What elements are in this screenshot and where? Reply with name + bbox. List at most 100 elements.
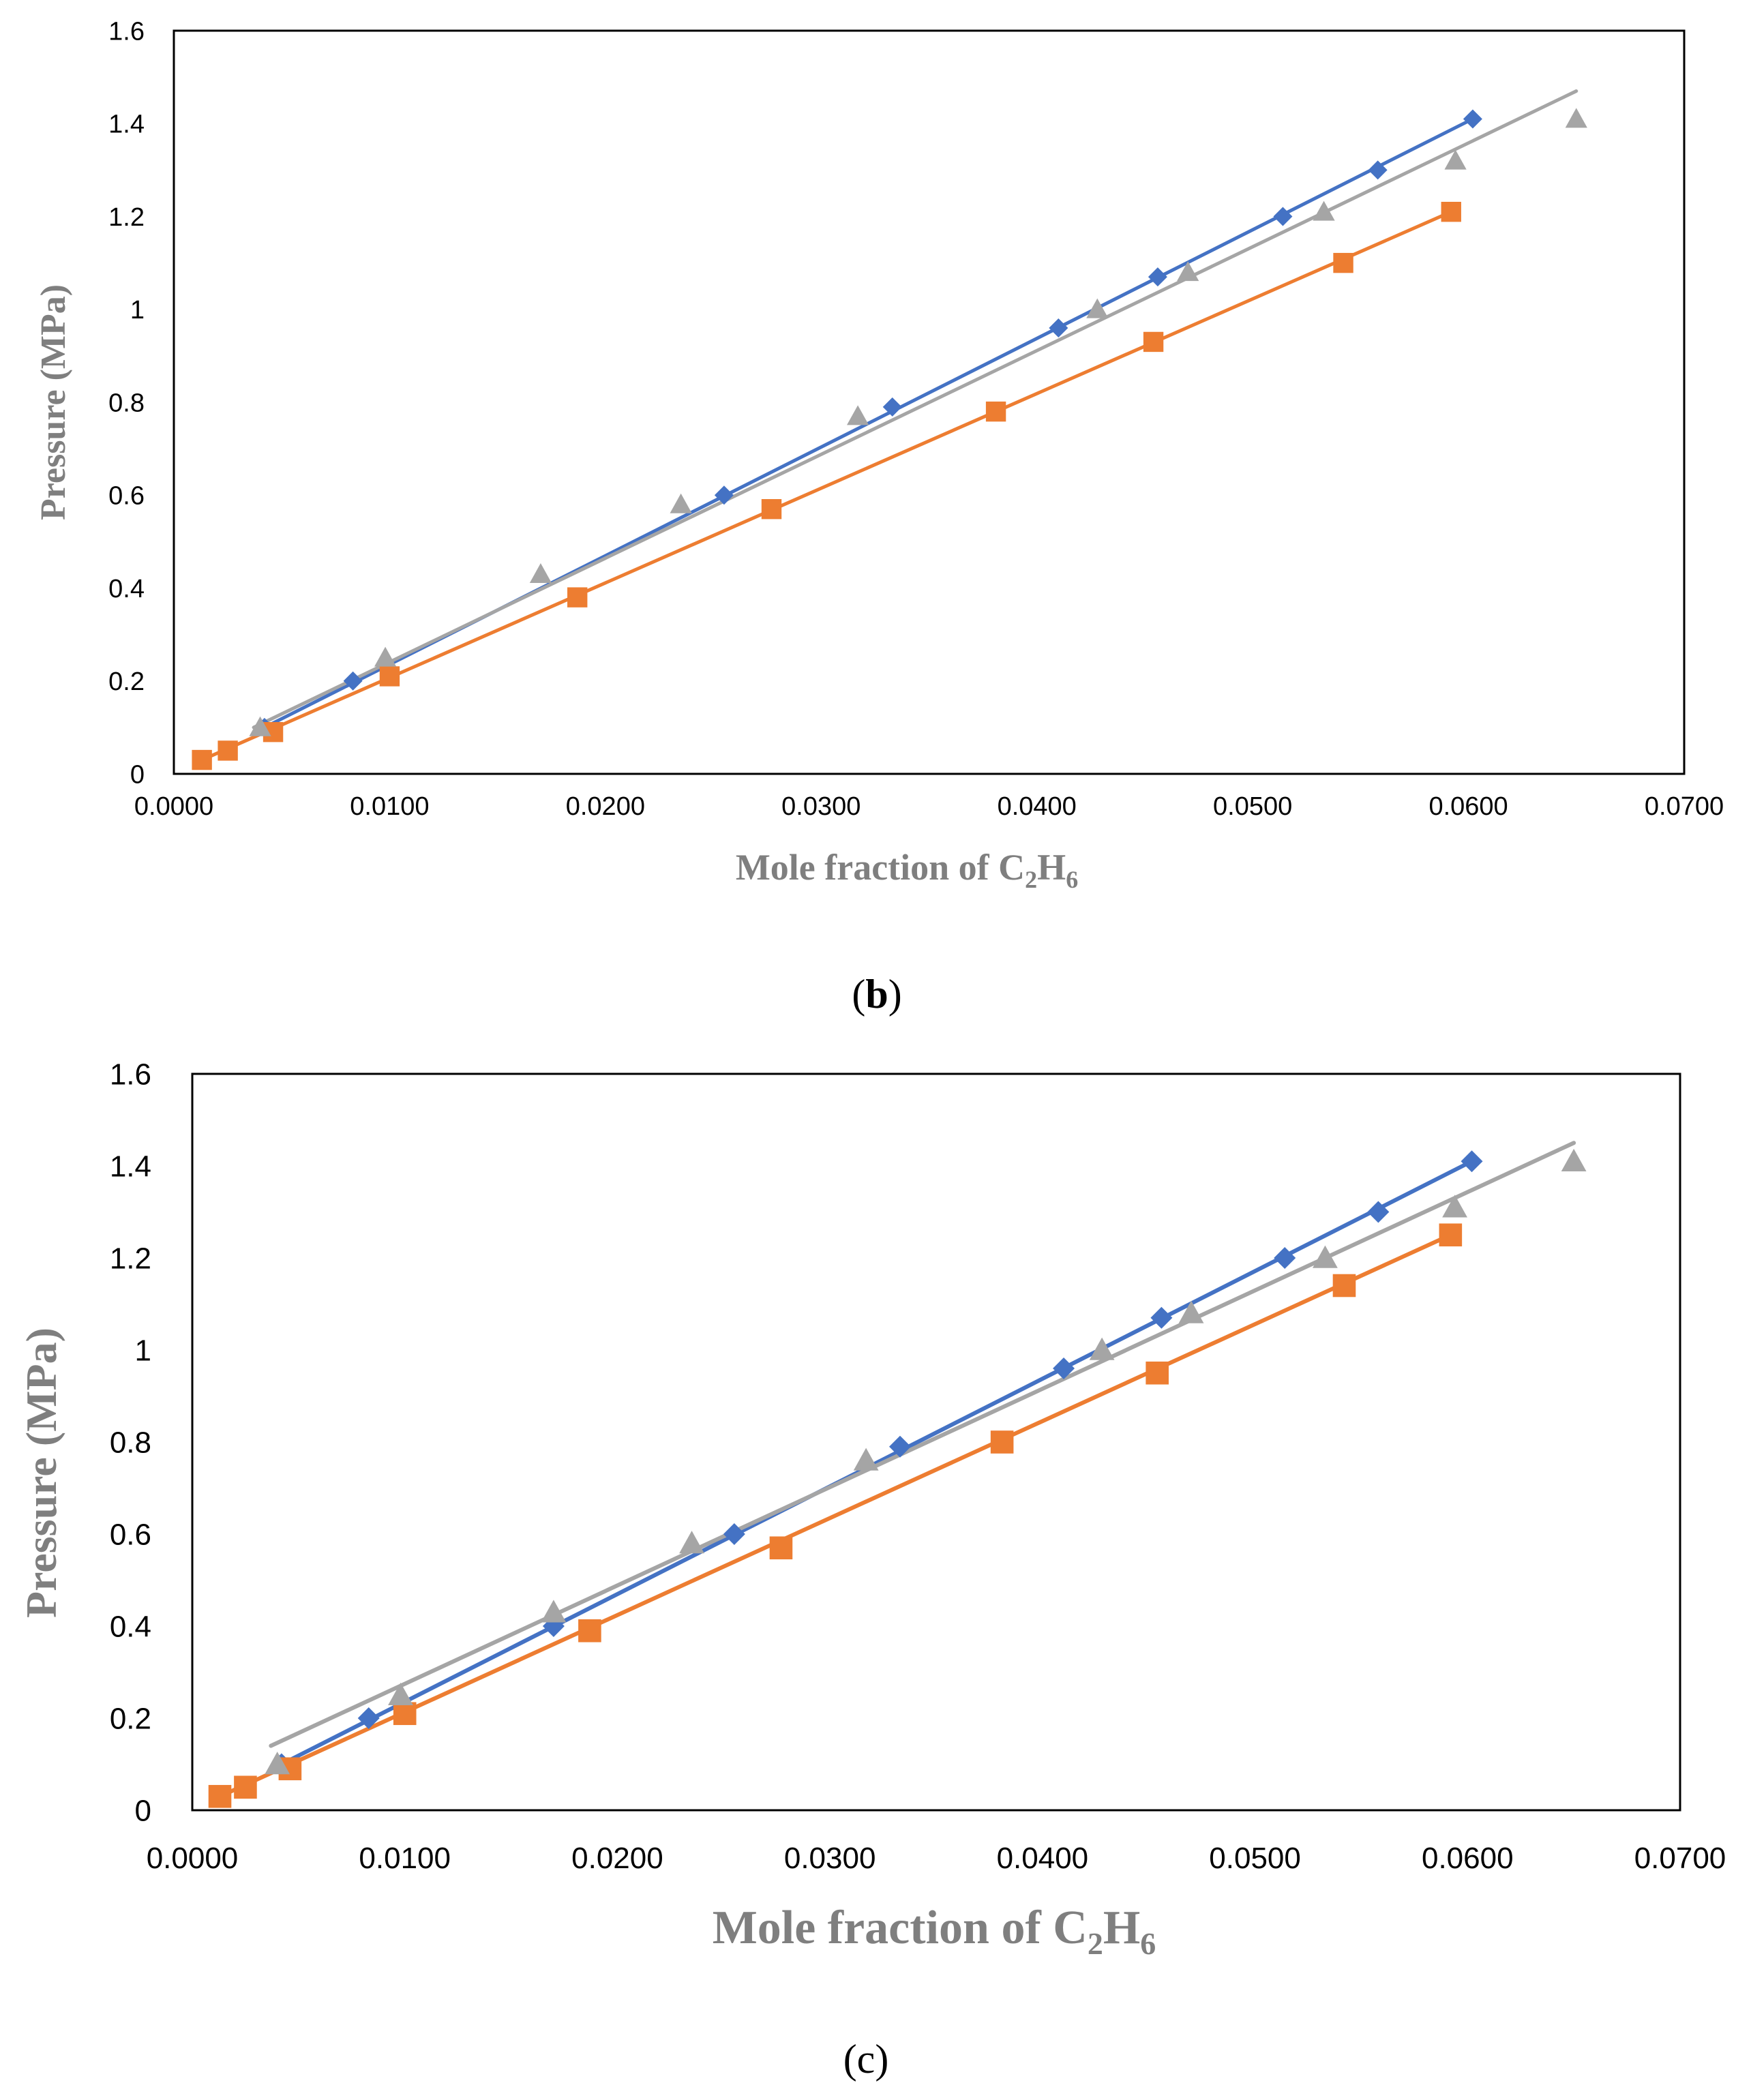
gray-triangle-point bbox=[374, 646, 397, 667]
orange-square-trendline bbox=[218, 1233, 1453, 1799]
orange-square-point bbox=[769, 1536, 793, 1560]
blue-diamond-point bbox=[1049, 318, 1068, 338]
x-tick-labels-c: 0.0000 0.0100 0.0200 0.0300 0.0400 0.0500 0.06… bbox=[147, 1842, 1726, 1875]
gray-triangle-point bbox=[388, 1682, 413, 1705]
gray-triangle-point bbox=[1177, 261, 1199, 282]
gray-triangle-point bbox=[1442, 1195, 1467, 1218]
x-tick-label: 0.0100 bbox=[350, 792, 429, 821]
y-tick-label: 0 bbox=[135, 1794, 151, 1827]
x-axis-title-b: Mole fraction of C2H6 bbox=[736, 847, 1078, 893]
y-tick-label: 1 bbox=[130, 296, 145, 325]
x-tick-label: 0.0600 bbox=[1422, 1842, 1514, 1875]
blue-diamond-point bbox=[1273, 207, 1293, 226]
y-tick-label: 1.6 bbox=[108, 17, 145, 46]
x-tick-label: 0.0500 bbox=[1209, 1842, 1301, 1875]
y-tick-label: 0.4 bbox=[108, 575, 145, 603]
blue-diamond-point bbox=[343, 671, 363, 691]
x-tick-label: 0.0400 bbox=[998, 792, 1077, 821]
x-tick-label: 0.0500 bbox=[1213, 792, 1292, 821]
x-tick-label: 0.0200 bbox=[571, 1842, 663, 1875]
blue-diamond-point bbox=[882, 397, 902, 417]
y-tick-labels-b: 0 0.2 0.4 0.6 0.8 1 1.2 1.4 1.6 bbox=[108, 17, 145, 789]
plot-frame-b bbox=[173, 29, 1686, 775]
blue-diamond-point bbox=[1367, 1201, 1390, 1223]
y-axis-title-b: Pressure (MPa) bbox=[34, 284, 73, 520]
y-tick-label: 0.2 bbox=[108, 668, 145, 696]
blue-diamond-point bbox=[723, 1523, 745, 1545]
panel-label-c: (c) bbox=[843, 2037, 889, 2082]
x-tick-label: 0.0000 bbox=[134, 792, 213, 821]
orange-square-point bbox=[761, 498, 782, 520]
gray-triangle-point bbox=[265, 1752, 290, 1775]
orange-square-point bbox=[1333, 252, 1353, 273]
y-tick-label: 1.2 bbox=[110, 1242, 151, 1275]
chart-panel-b: 0 0.2 0.4 0.6 0.8 1 1.2 1.4 1.6 0.0000 0.0100 0.02… bbox=[34, 17, 1724, 1017]
orange-square-point bbox=[393, 1702, 417, 1726]
gray-triangle-point bbox=[249, 716, 271, 736]
gray-triangle-point bbox=[1561, 1148, 1587, 1171]
chart-panel-c: 0 0.2 0.4 0.6 0.8 1 1.2 1.4 1.6 0.0000 0.0100 0.02… bbox=[17, 1058, 1726, 2082]
orange-square-point bbox=[1439, 1223, 1463, 1247]
x-tick-label: 0.0300 bbox=[781, 792, 860, 821]
y-tick-label: 1.6 bbox=[110, 1058, 151, 1091]
series-layer-b bbox=[192, 89, 1587, 770]
orange-square-point bbox=[1143, 331, 1164, 352]
blue-diamond-point bbox=[1368, 160, 1388, 180]
x-tick-label: 0.0700 bbox=[1634, 1842, 1726, 1875]
blue-diamond-point bbox=[1463, 109, 1482, 129]
x-tick-label: 0.0200 bbox=[566, 792, 645, 821]
y-tick-label: 0.6 bbox=[108, 482, 145, 511]
orange-square-trendline bbox=[200, 210, 1453, 762]
orange-square-point bbox=[218, 740, 238, 761]
y-tick-label: 1.4 bbox=[108, 110, 145, 139]
x-tick-label: 0.0600 bbox=[1428, 792, 1508, 821]
orange-square-point bbox=[234, 1775, 257, 1799]
y-tick-label: 1.4 bbox=[110, 1150, 151, 1183]
orange-square-point bbox=[208, 1784, 232, 1808]
gray-triangle-point bbox=[670, 493, 692, 513]
x-tick-label: 0.0700 bbox=[1645, 792, 1724, 821]
orange-square-point bbox=[1441, 201, 1461, 222]
blue-diamond-point bbox=[357, 1707, 380, 1729]
orange-square-point bbox=[990, 1430, 1014, 1454]
gray-triangle-point bbox=[846, 405, 869, 425]
gray-triangle-trendline bbox=[252, 89, 1578, 730]
blue-diamond-trendline bbox=[279, 1159, 1474, 1767]
gray-triangle-point bbox=[1313, 200, 1335, 221]
y-tick-label: 0.8 bbox=[108, 389, 145, 417]
x-tick-label: 0.0300 bbox=[784, 1842, 876, 1875]
gray-triangle-point bbox=[1313, 1245, 1338, 1268]
blue-diamond-point bbox=[1461, 1150, 1483, 1173]
orange-square-point bbox=[578, 1619, 601, 1642]
y-tick-label: 0.2 bbox=[110, 1702, 151, 1735]
orange-square-point bbox=[567, 587, 588, 608]
y-tick-label: 1.2 bbox=[108, 203, 145, 232]
gray-triangle-point bbox=[679, 1531, 704, 1554]
orange-square-point bbox=[985, 401, 1006, 422]
gray-triangle-point bbox=[1178, 1300, 1204, 1323]
orange-square-point bbox=[1146, 1361, 1169, 1385]
gray-triangle-point bbox=[853, 1448, 879, 1471]
x-tick-label: 0.0400 bbox=[997, 1842, 1089, 1875]
plot-frame-c bbox=[191, 1072, 1681, 1812]
series-layer-c bbox=[208, 1141, 1587, 1808]
blue-diamond-point bbox=[1148, 267, 1167, 287]
y-tick-label: 1 bbox=[135, 1334, 151, 1367]
y-tick-label: 0.4 bbox=[110, 1610, 151, 1643]
orange-square-point bbox=[1332, 1274, 1356, 1298]
y-axis-title-c: Pressure (MPa) bbox=[17, 1328, 65, 1618]
x-tick-label: 0.0100 bbox=[359, 1842, 451, 1875]
gray-triangle-point bbox=[541, 1600, 567, 1623]
x-axis-title-c: Mole fraction of C2H6 bbox=[713, 1902, 1156, 1961]
x-tick-label: 0.0000 bbox=[147, 1842, 239, 1875]
y-tick-label: 0 bbox=[130, 760, 145, 789]
blue-diamond-point bbox=[1150, 1306, 1173, 1329]
y-tick-label: 0.6 bbox=[110, 1518, 151, 1551]
gray-triangle-point bbox=[1565, 108, 1587, 128]
blue-diamond-point bbox=[1274, 1247, 1296, 1269]
blue-diamond-point bbox=[889, 1435, 912, 1458]
orange-square-point bbox=[192, 749, 212, 770]
panel-label-b: (b) bbox=[852, 972, 901, 1017]
orange-square-point bbox=[379, 666, 400, 687]
